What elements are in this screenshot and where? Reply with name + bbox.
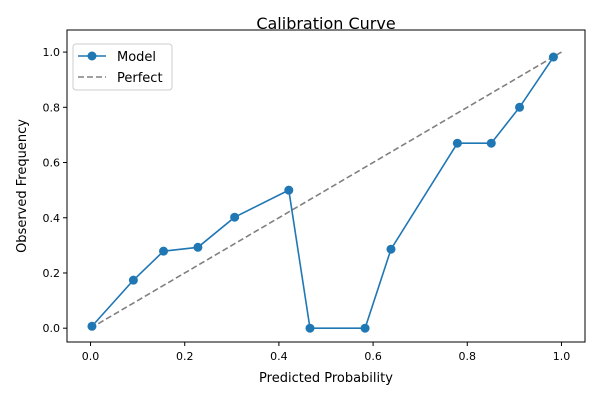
y-axis-label: Observed Frequency — [15, 119, 30, 253]
y-tick-label: 1.0 — [43, 46, 61, 59]
model-point — [515, 102, 525, 112]
x-axis-label: Predicted Probability — [259, 371, 393, 386]
model-point — [230, 212, 240, 222]
x-tick-label: 0.0 — [82, 350, 100, 363]
legend-model-marker — [87, 51, 97, 61]
model-point — [386, 244, 396, 254]
x-tick-label: 0.2 — [176, 350, 194, 363]
x-tick-label: 0.8 — [459, 350, 477, 363]
legend-perfect-label: Perfect — [117, 71, 163, 86]
chart-title: Calibration Curve — [256, 14, 395, 33]
model-point — [452, 138, 462, 148]
x-tick-label: 1.0 — [553, 350, 571, 363]
model-point — [548, 52, 558, 62]
model-point — [360, 323, 370, 333]
y-tick-label: 0.4 — [43, 212, 61, 225]
x-tick-label: 0.6 — [364, 350, 382, 363]
plot-frame — [66, 29, 586, 343]
y-tick-label: 0.2 — [43, 267, 61, 280]
model-point — [128, 275, 138, 285]
y-tick-label: 0.8 — [43, 101, 61, 114]
model-point — [193, 242, 203, 252]
model-point — [305, 323, 315, 333]
perfect-line — [90, 51, 562, 329]
x-tick-label: 0.4 — [270, 350, 288, 363]
model-point — [284, 185, 294, 195]
model-point — [159, 246, 169, 256]
y-tick-label: 0.6 — [43, 157, 61, 170]
y-tick-label: 0.0 — [43, 322, 61, 335]
legend: Model Perfect — [72, 43, 173, 91]
model-point — [486, 138, 496, 148]
model-point — [87, 321, 97, 331]
legend-model-label: Model — [117, 50, 156, 65]
